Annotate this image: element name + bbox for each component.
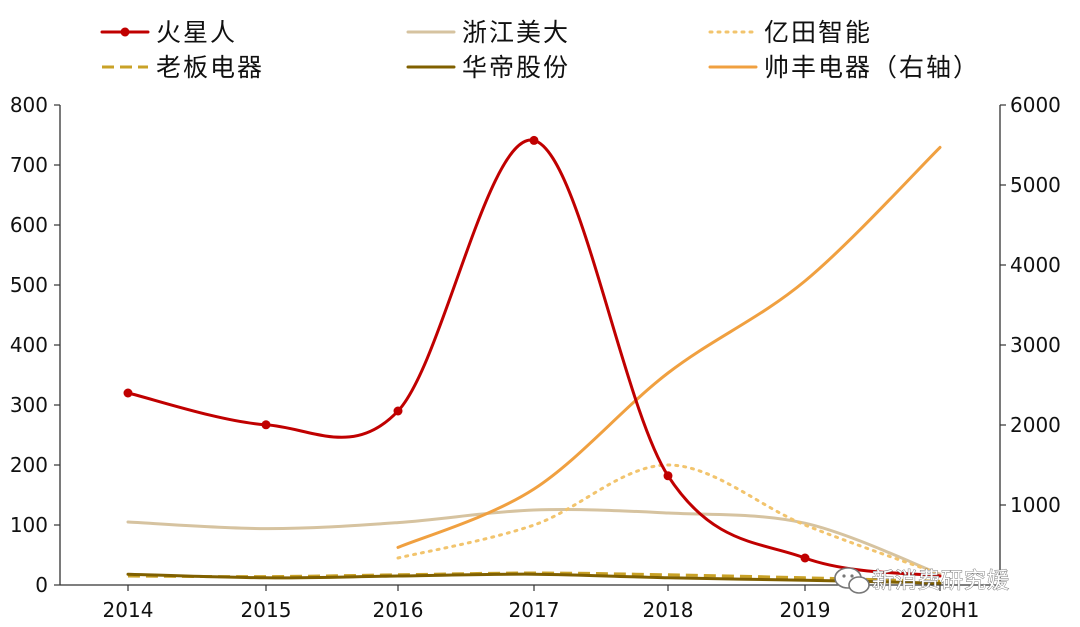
x-tick-label: 2019 [780,598,831,622]
series-point-0 [800,553,810,563]
y-right-tick-label: 3000 [1010,333,1061,357]
x-tick-label: 2017 [509,598,560,622]
y-left-tick-label: 600 [10,213,48,237]
legend-marker-0 [120,27,130,37]
x-tick-label: 2020H1 [901,598,980,622]
series-point-0 [393,406,403,416]
y-left-tick-label: 100 [10,513,48,537]
series-point-0 [123,388,133,398]
legend-label-2: 亿田智能 [764,18,872,47]
series-point-0 [663,471,673,481]
y-left-tick-label: 400 [10,333,48,357]
y-left-tick-label: 0 [35,573,48,597]
series-layer [123,135,942,585]
y-right-tick-label: 1000 [1010,493,1061,517]
legend-label-4: 华帝股份 [462,53,570,82]
x-tick-label: 2014 [103,598,154,622]
y-left-tick-label: 200 [10,453,48,477]
legend-label-5: 帅丰电器（右轴） [764,53,980,82]
legend-label-0: 火星人 [156,18,237,47]
series-line-5 [396,145,942,549]
y-right-tick-label: 5000 [1010,173,1061,197]
legend-label-3: 老板电器 [156,53,264,82]
axes: 0 100 200 300 400 500 600 700 800 1000 2000 3000 400… [10,93,1061,622]
wechat-icon [834,567,870,594]
y-left-tick-label: 300 [10,393,48,417]
y-right-tick-label: 2000 [1010,413,1061,437]
x-tick-label: 2015 [241,598,292,622]
y-right-tick-label: 4000 [1010,253,1061,277]
y-left-tick-label: 500 [10,273,48,297]
series-line-4 [126,572,942,585]
series-point-0 [261,420,271,430]
y-left-tick-label: 700 [10,153,48,177]
y-left-tick-label: 800 [10,93,48,117]
y-right-tick-label: 6000 [1010,93,1061,117]
series-line-1 [126,507,942,576]
series-point-0 [529,135,539,145]
series-line-2 [396,463,942,576]
x-tick-label: 2016 [373,598,424,622]
watermark: 新消费研究媛 [834,567,1010,594]
x-tick-label: 2018 [643,598,694,622]
legend-label-1: 浙江美大 [462,18,570,47]
watermark-text: 新消费研究媛 [872,569,1010,594]
